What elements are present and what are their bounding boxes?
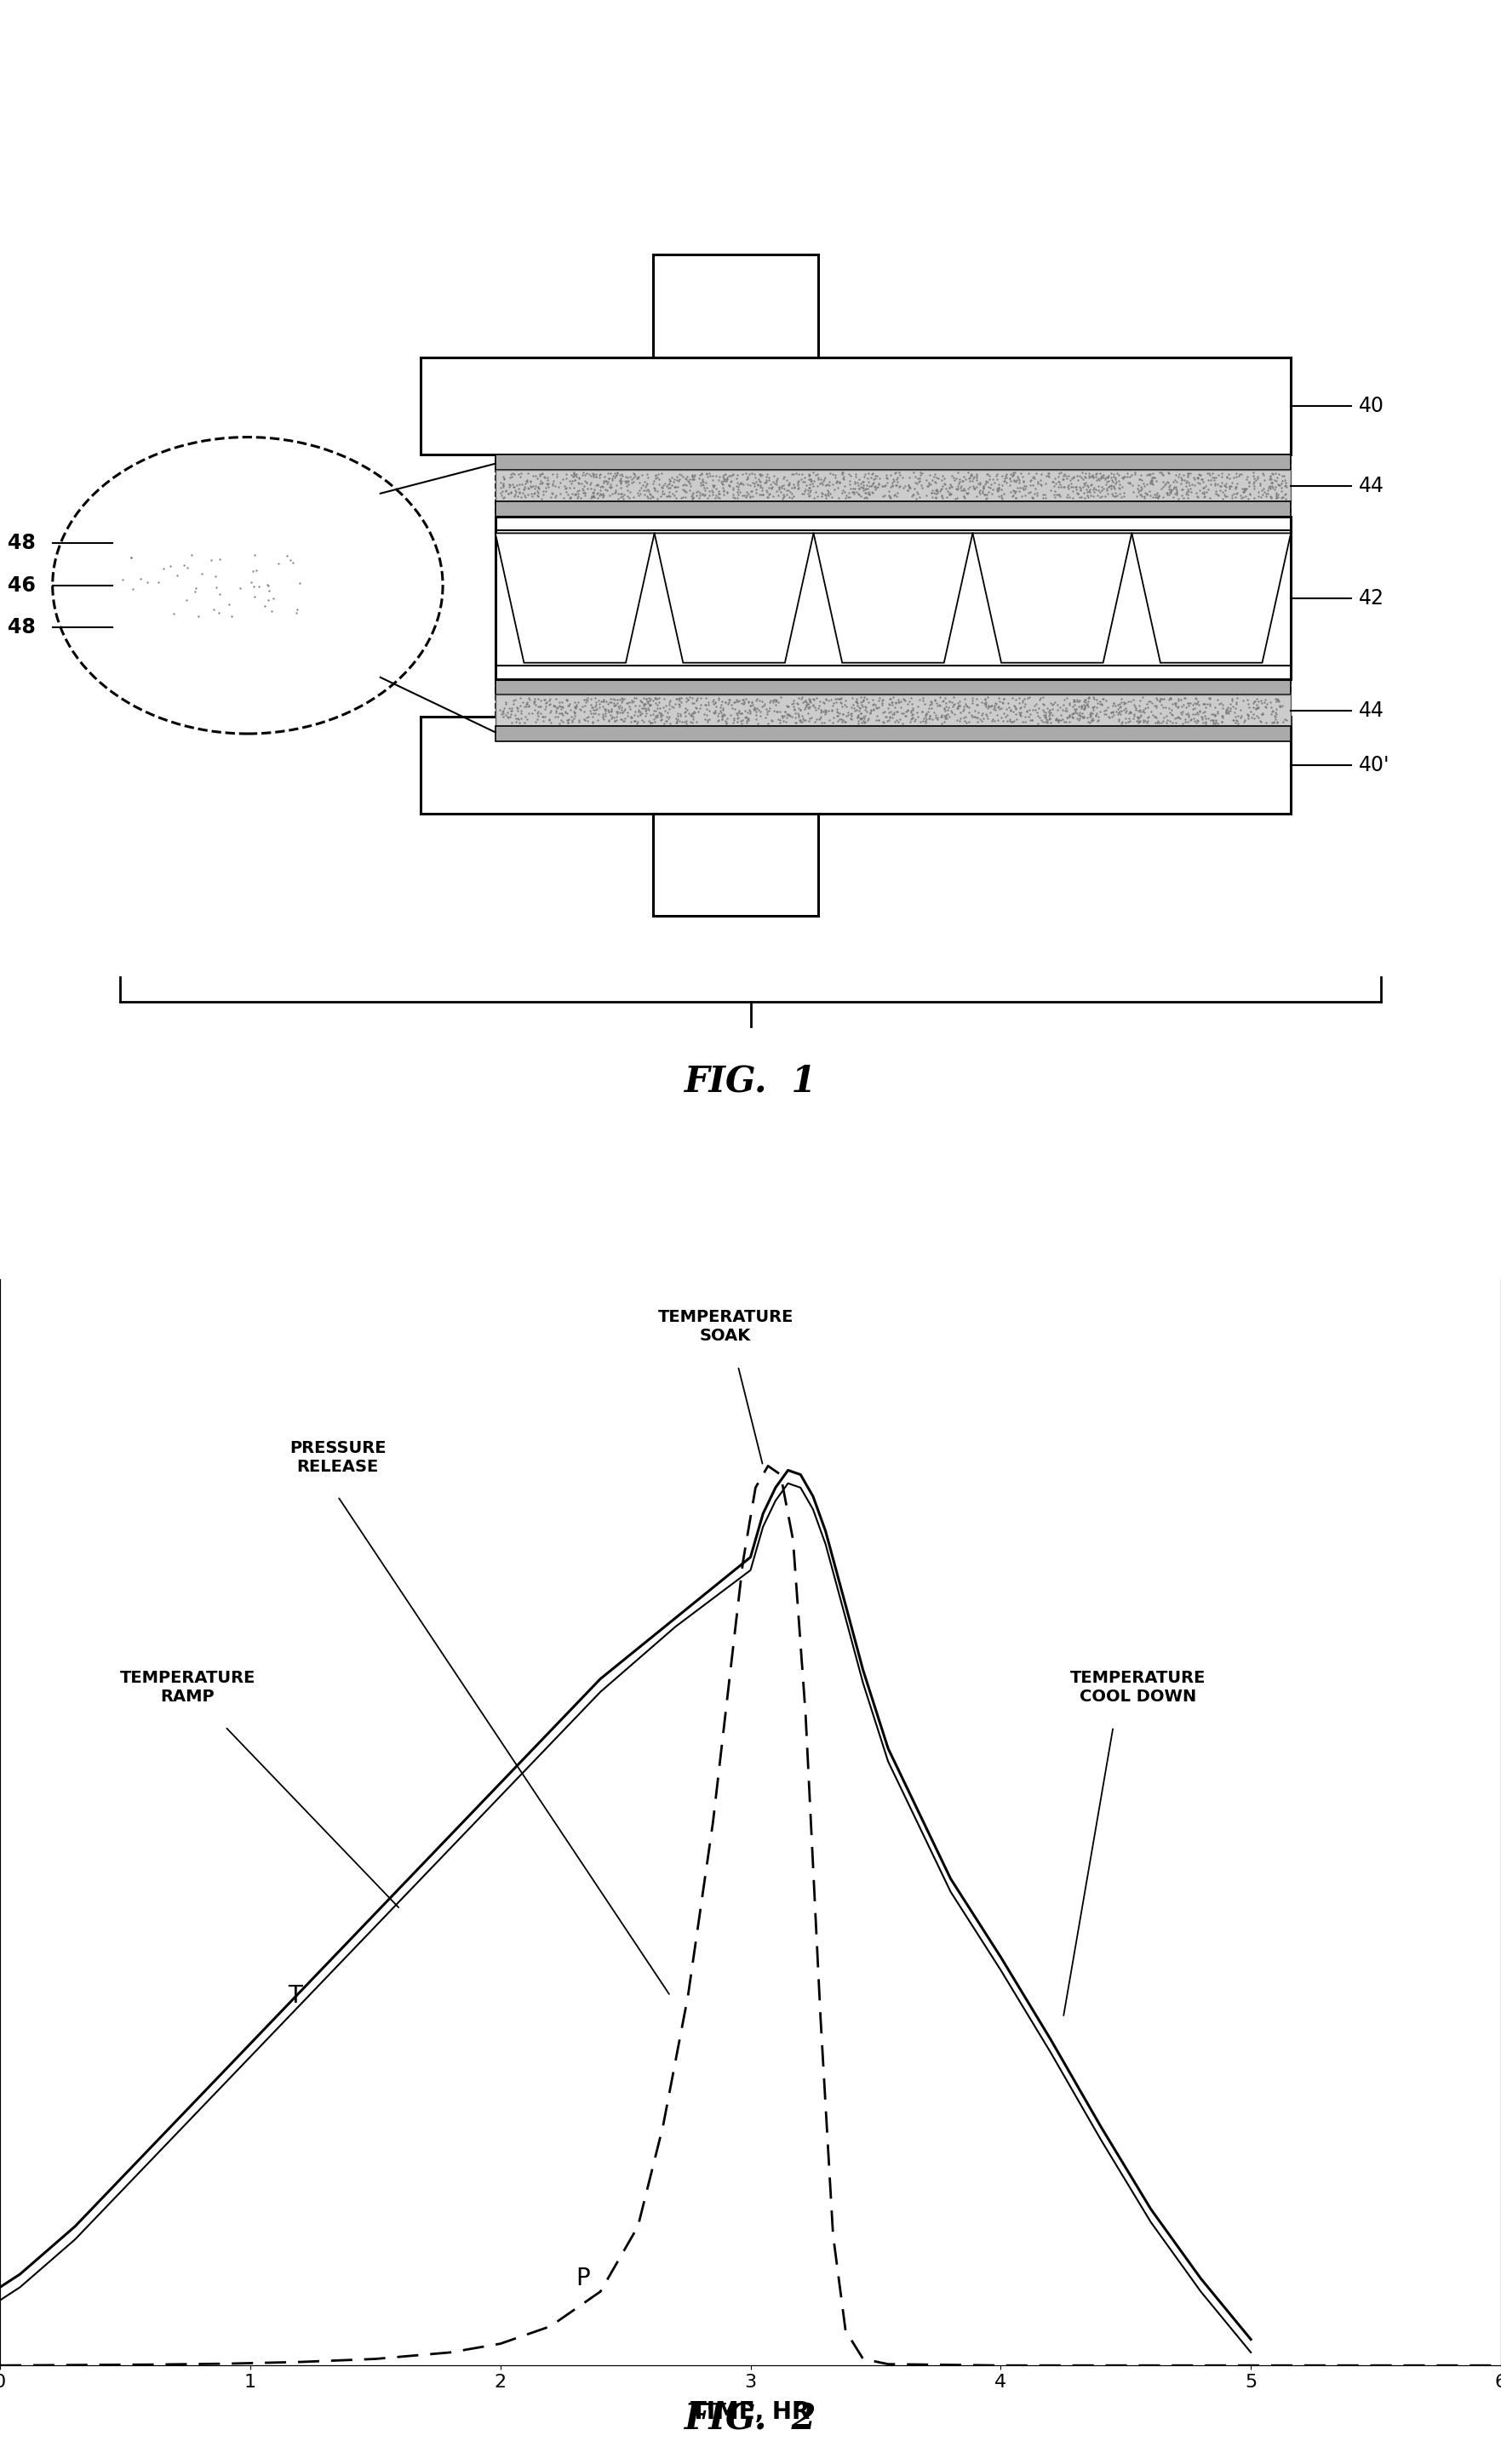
Polygon shape xyxy=(973,532,1132,663)
Polygon shape xyxy=(495,532,654,663)
Text: P: P xyxy=(575,2267,590,2292)
Bar xyxy=(495,680,1291,695)
Text: 40': 40' xyxy=(1358,754,1390,776)
Text: TEMPERATURE
SOAK: TEMPERATURE SOAK xyxy=(657,1308,794,1345)
Text: 40: 40 xyxy=(1358,397,1384,416)
Text: 42: 42 xyxy=(1358,589,1384,609)
Bar xyxy=(420,717,1291,813)
Bar xyxy=(495,500,1291,517)
Text: PRESSURE
RELEASE: PRESSURE RELEASE xyxy=(290,1439,386,1473)
Text: TEMPERATURE
COOL DOWN: TEMPERATURE COOL DOWN xyxy=(1070,1671,1207,1705)
Bar xyxy=(495,727,1291,742)
Text: FIG.  2: FIG. 2 xyxy=(684,2402,817,2437)
X-axis label: TIME, HR: TIME, HR xyxy=(690,2400,811,2425)
Bar xyxy=(495,517,1291,680)
Bar xyxy=(113,552,308,618)
Text: FIG.  1: FIG. 1 xyxy=(684,1064,817,1099)
Bar xyxy=(653,813,818,917)
Bar xyxy=(495,453,1291,471)
Text: 46: 46 xyxy=(8,574,36,596)
Polygon shape xyxy=(814,532,973,663)
Bar xyxy=(113,535,308,552)
Bar xyxy=(113,618,308,636)
Text: 48: 48 xyxy=(8,618,36,638)
Circle shape xyxy=(53,436,443,734)
Bar xyxy=(420,357,1291,453)
Text: 44: 44 xyxy=(1358,700,1384,719)
Text: T: T xyxy=(288,1984,302,2008)
Polygon shape xyxy=(1132,532,1291,663)
Text: TEMPERATURE
RAMP: TEMPERATURE RAMP xyxy=(120,1671,255,1705)
Bar xyxy=(653,254,818,357)
Polygon shape xyxy=(654,532,814,663)
Bar xyxy=(495,471,1291,500)
Text: 44: 44 xyxy=(1358,476,1384,495)
Bar xyxy=(495,695,1291,727)
Text: 48: 48 xyxy=(8,532,36,554)
